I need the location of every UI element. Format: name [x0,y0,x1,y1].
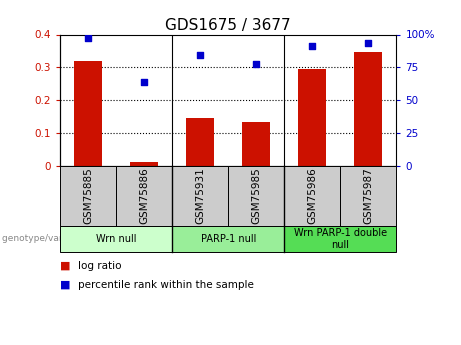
Bar [186,118,214,166]
Text: log ratio: log ratio [78,261,122,270]
Bar [355,51,383,166]
Point [84,35,92,41]
Text: GSM75987: GSM75987 [363,167,373,224]
Text: Wrn PARP-1 double
null: Wrn PARP-1 double null [294,228,387,250]
Bar [74,61,102,166]
Text: GSM75986: GSM75986 [307,167,317,224]
Text: GSM75885: GSM75885 [83,167,93,224]
Text: GSM75985: GSM75985 [251,167,261,224]
Text: ■: ■ [60,261,71,270]
Point [253,61,260,67]
Bar [130,162,158,166]
Text: Wrn null: Wrn null [96,234,136,244]
Text: genotype/variation ▶: genotype/variation ▶ [2,234,98,244]
Bar [298,69,326,166]
Text: PARP-1 null: PARP-1 null [201,234,256,244]
Point [140,79,148,85]
Text: ■: ■ [60,280,71,289]
Text: GSM75886: GSM75886 [139,167,149,224]
Title: GDS1675 / 3677: GDS1675 / 3677 [165,18,291,33]
Text: GSM75931: GSM75931 [195,167,205,224]
Text: percentile rank within the sample: percentile rank within the sample [78,280,254,289]
Point [196,52,204,58]
Bar [242,122,270,166]
Point [365,40,372,46]
Point [309,43,316,49]
